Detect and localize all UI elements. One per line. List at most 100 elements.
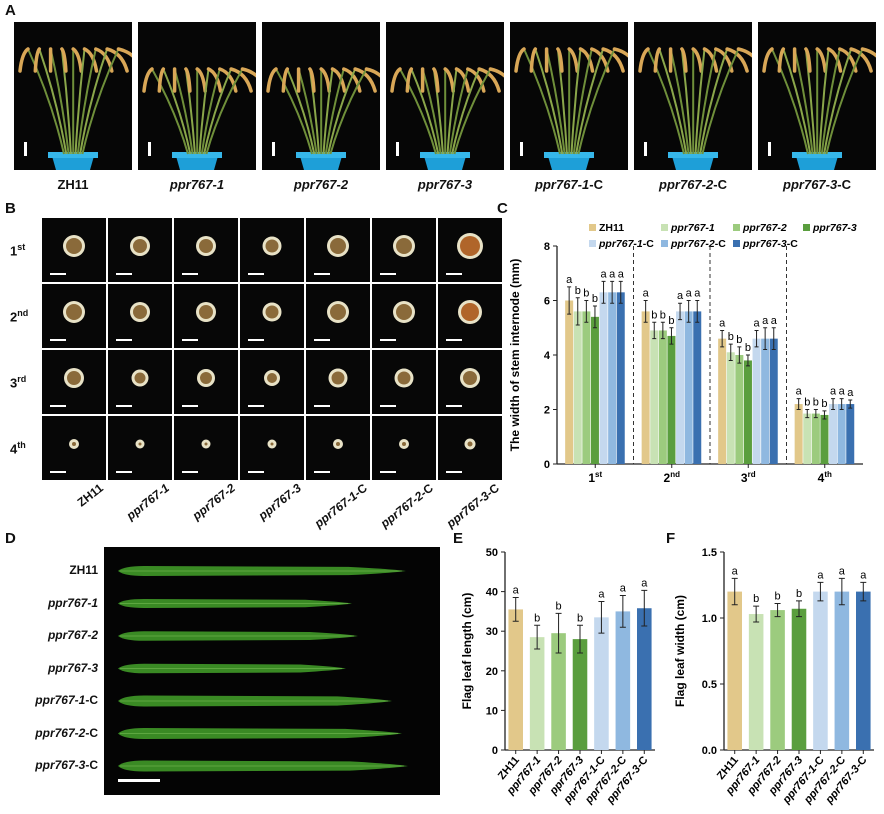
bar	[829, 404, 838, 464]
stem-cross-section	[314, 368, 348, 407]
significance-letter: a	[860, 569, 867, 581]
significance-letter: a	[686, 288, 693, 300]
stem-cross-section	[182, 302, 216, 341]
bar	[752, 338, 761, 464]
significance-letter: b	[660, 309, 666, 321]
plant-photo	[386, 22, 517, 170]
error-bar	[720, 329, 725, 348]
bar	[735, 355, 744, 464]
chart-stem-internode-width: ZH11 ppr767-1 ppr767-2 ppr767-3 ppr767-1-C pp…	[508, 222, 863, 485]
significance-letter: a	[847, 387, 854, 399]
panel-label-a: A	[5, 2, 16, 19]
error-bar	[652, 321, 657, 340]
error-bar	[584, 300, 589, 323]
stem-cross-section	[380, 301, 415, 341]
genotype-label: ppr767-1-C	[298, 481, 370, 541]
genotype-name: ppr767-1	[311, 488, 360, 531]
y-tick-label: 8	[544, 241, 550, 253]
genotype-name: ppr767-1	[47, 595, 98, 610]
error-bar	[695, 300, 700, 323]
stem-cross-section	[380, 235, 415, 275]
error-bar	[575, 297, 580, 326]
plant-photo	[758, 22, 884, 170]
error-bar	[512, 597, 519, 622]
genotype-name: ppr767-1	[35, 693, 86, 707]
significance-letter: a	[620, 583, 627, 595]
bar	[667, 335, 676, 464]
stem-section-cell	[42, 416, 106, 480]
stem-cross-section	[248, 302, 282, 341]
panel-label-d: D	[5, 530, 16, 547]
error-bar	[731, 577, 738, 606]
stem-cross-section	[314, 439, 343, 473]
bar	[676, 311, 685, 464]
legend-entry: ZH11	[589, 222, 624, 234]
svg-text:ppr767-1-C: ppr767-1-C	[598, 238, 654, 250]
internode-number: 4	[10, 441, 18, 457]
x-tick-label: 2nd	[664, 470, 681, 485]
y-tick-label: 6	[544, 296, 550, 308]
significance-letter: a	[719, 317, 726, 329]
genotype-suffix: -C	[85, 758, 98, 772]
bar	[608, 292, 617, 464]
error-bar	[796, 600, 802, 618]
significance-letter: a	[641, 577, 648, 589]
y-tick-label: 2	[544, 405, 550, 417]
y-axis-title: The width of stem internode (mm)	[508, 259, 522, 452]
genotype-label: ppr767-2	[252, 177, 390, 192]
svg-text:ppr767-3-C: ppr767-3-C	[742, 238, 798, 250]
error-bar	[660, 321, 665, 340]
bar	[551, 633, 566, 750]
genotype-label: ppr767-2-C	[0, 726, 98, 740]
stem-section-cell	[174, 416, 238, 480]
leaf-illustration	[118, 566, 408, 782]
stem-cross-section	[314, 235, 349, 275]
genotype-name: ppr767-3	[443, 488, 492, 531]
error-bar	[601, 280, 606, 304]
plant-illustration	[762, 47, 884, 170]
significance-letter: b	[728, 331, 734, 343]
genotype-label: ppr767-3-C	[748, 177, 884, 192]
legend-entry: ppr767-2	[733, 222, 787, 234]
y-tick-label: 0	[492, 745, 498, 757]
panel-label-b: B	[5, 200, 16, 217]
stem-section-cell	[240, 284, 304, 348]
bar	[684, 311, 693, 464]
stem-cross-section	[446, 368, 480, 407]
significance-letter: b	[775, 590, 781, 602]
genotype-name: ppr767-2	[377, 488, 426, 531]
significance-letter: a	[753, 317, 760, 329]
genotype-suffix: -C	[837, 177, 851, 192]
bar	[837, 404, 846, 464]
genotype-label: ppr767-3	[376, 177, 514, 192]
y-tick-label: 0.0	[702, 745, 717, 757]
genotype-name: ppr767-2	[47, 628, 98, 642]
genotype-label: ppr767-1-C	[500, 177, 638, 192]
legend-entry: ppr767-2-C	[661, 238, 726, 250]
stem-cross-section	[50, 301, 85, 341]
significance-letter: a	[796, 386, 803, 398]
genotype-name: ppr767-2	[35, 725, 86, 740]
internode-row-label: 4th	[10, 440, 26, 456]
error-bar	[567, 286, 572, 315]
svg-text:ppr767-1: ppr767-1	[670, 222, 715, 234]
error-bar	[771, 327, 776, 351]
stem-cross-section	[380, 439, 409, 473]
error-bar	[678, 302, 683, 321]
genotype-suffix: -C	[713, 177, 727, 192]
genotype-name: ppr767-3	[47, 660, 98, 675]
error-bar	[753, 605, 760, 623]
plant-photo	[138, 22, 269, 170]
genotype-label: ppr767-2	[166, 481, 238, 541]
stem-cross-section	[182, 236, 216, 275]
plant-photo	[14, 22, 145, 170]
bar	[803, 413, 812, 464]
genotype-name: ppr767-3	[783, 177, 838, 192]
bar	[846, 404, 855, 464]
bar	[650, 330, 659, 464]
stem-section-cell	[240, 416, 304, 480]
stem-section-cell	[174, 218, 238, 282]
bar	[856, 591, 871, 750]
bar	[529, 637, 545, 750]
genotype-name: ppr767-1	[169, 177, 225, 192]
